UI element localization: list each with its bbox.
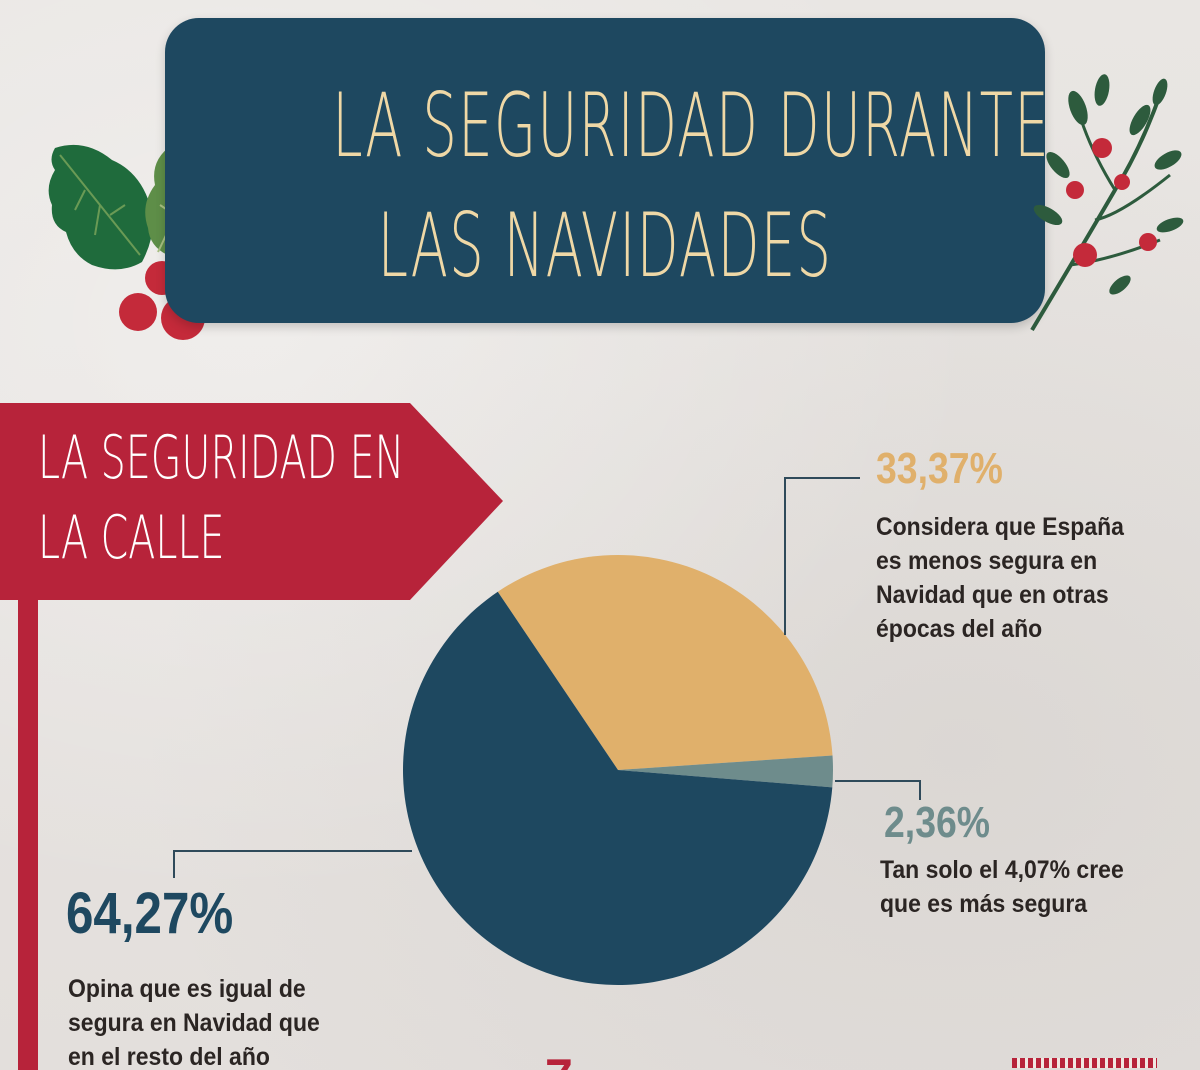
section-title-line-2: LA CALLE [38, 503, 225, 573]
pie-slice-navy [403, 591, 833, 985]
slice-slate-description: Tan solo el 4,07% cree que es más segura [880, 856, 1124, 918]
leader-line-gold [784, 477, 860, 635]
section-timeline-bar [18, 595, 38, 1070]
leader-line-navy [173, 850, 412, 878]
slice-navy-value-label: 64,27% [66, 881, 234, 946]
slice-slate-value-label: 2,36% [884, 798, 991, 847]
slice-gold-value-label: 33,37% [876, 444, 1003, 493]
section-banner [0, 403, 503, 600]
stitch-decoration [1012, 1058, 1157, 1068]
pie-slice-slate [618, 755, 833, 788]
next-stat-peek: 7 [545, 1052, 573, 1070]
leader-line-slate [835, 780, 921, 800]
section-title-line-1: LA SEGURIDAD EN [38, 423, 405, 493]
slice-navy-description: Opina que es igual de segura en Navidad … [68, 975, 320, 1070]
slice-gold-description: Considera que España es menos segura en … [876, 513, 1124, 643]
title-line-2: LAS NAVIDADES [377, 194, 833, 297]
section-title: LA SEGURIDAD EN LA CALLE [38, 418, 404, 578]
pie-slice-gold [497, 555, 833, 770]
title-box: LA SEGURIDAD DURANTE LAS NAVIDADES [165, 18, 1049, 323]
